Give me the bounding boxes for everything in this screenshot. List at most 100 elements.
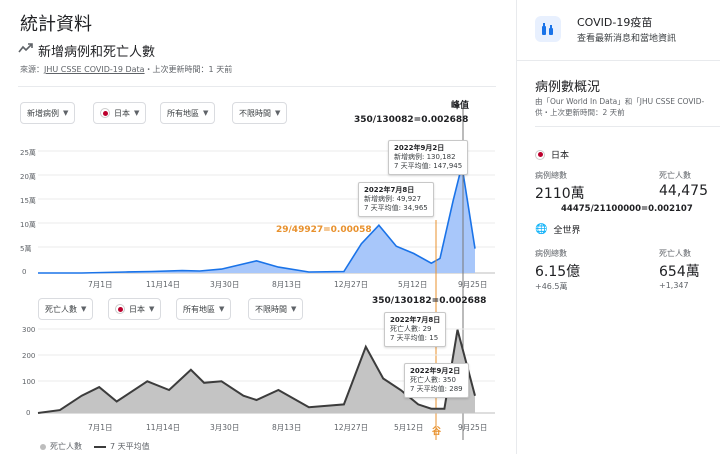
chip-label: 所有地區 [167, 108, 199, 118]
x-tick: 3月30日 [210, 280, 240, 289]
cases-chart [38, 108, 495, 440]
stat-label: 病例總數 [535, 249, 567, 258]
ratio-annotation-total: 44475/21100000=0.002107 [561, 204, 693, 214]
y-tick: 5萬 [20, 245, 32, 253]
dropdown-arrow-icon: ▼ [63, 109, 69, 117]
valley-label: 谷 [432, 427, 442, 437]
world-header[interactable]: 🌐 全世界 [535, 223, 580, 236]
tooltip-value: 死亡人數: 350 [410, 376, 456, 384]
y-tick: 25萬 [20, 149, 36, 157]
chip-label: 不限時間 [239, 108, 271, 118]
source-prefix: 來源： [20, 65, 44, 74]
tooltip-cases-peak: 2022年9月2日 新增病例: 130,182 7 天平均值: 147,945 [388, 140, 469, 175]
overview-title: 病例數概況 [535, 80, 601, 95]
tooltip-average: 7 天平均值: 34,965 [364, 204, 428, 212]
tooltip-date: 2022年9月2日 [410, 367, 461, 375]
source-link[interactable]: JHU CSSE COVID-19 Data [44, 65, 145, 74]
x-tick: 7月1日 [88, 280, 113, 289]
ratio-annotation-mid: 350/130182=0.002688 [372, 296, 487, 306]
region-dropdown[interactable]: 所有地區 ▼ [160, 102, 216, 124]
dropdown-arrow-icon: ▼ [134, 109, 140, 117]
world-cases-delta: +46.5萬 [535, 282, 568, 291]
x-tick: 11月14日 [146, 280, 181, 289]
japan-header[interactable]: 日本 [535, 148, 569, 161]
dropdown-arrow-icon: ▼ [219, 305, 225, 313]
x-tick: 9月25日 [458, 280, 488, 289]
chip-label: 新增病例 [27, 108, 59, 118]
chip-label: 日本 [129, 304, 145, 314]
country-dropdown[interactable]: 日本 ▼ [93, 102, 147, 124]
x-tick: 5月12日 [398, 280, 428, 289]
japan-deaths: 44,475 [659, 183, 708, 199]
y-tick: 300 [22, 326, 36, 334]
tooltip-date: 2022年9月2日 [394, 144, 445, 152]
stat-label: 死亡人數 [659, 249, 691, 258]
chip-label: 日本 [114, 108, 130, 118]
metric-dropdown[interactable]: 新增病例 ▼ [20, 102, 76, 124]
deaths-avg-line [37, 329, 476, 414]
world-deaths-delta: +1,347 [659, 281, 689, 290]
legend: 死亡人數 7 天平均值 [40, 441, 150, 452]
overview-source[interactable]: 由「Our World In Data」和「JHU CSSE COVID- [535, 97, 705, 106]
y-tick: 10萬 [20, 221, 36, 229]
legend-deaths: 死亡人數 [50, 442, 82, 451]
metric-dropdown-deaths[interactable]: 死亡人數 ▼ [38, 298, 94, 320]
y-tick: 0 [22, 268, 27, 276]
chip-label: 死亡人數 [45, 304, 77, 314]
deaths-chart [37, 328, 495, 414]
region-name: 全世界 [553, 226, 581, 236]
dropdown-arrow-icon: ▼ [81, 305, 87, 313]
tooltip-value: 新增病例: 49,927 [364, 195, 422, 203]
japan-flag-icon [100, 108, 110, 118]
vaccine-title[interactable]: COVID-19疫苗 [577, 16, 653, 29]
source-line: 來源：JHU CSSE COVID-19 Data・上次更新時間：1 天前 [20, 64, 232, 75]
tooltip-average: 7 天平均值: 289 [410, 385, 463, 393]
world-cases: 6.15億 [535, 264, 581, 280]
tooltip-date: 2022年7月8日 [390, 316, 441, 324]
region-name: 日本 [551, 151, 570, 161]
deaths-area [38, 329, 475, 413]
world-deaths: 654萬 [659, 264, 700, 280]
tooltip-deaths-sep: 2022年9月2日 死亡人數: 350 7 天平均值: 289 [404, 363, 469, 398]
tooltip-average: 7 天平均值: 147,945 [394, 162, 463, 170]
dropdown-arrow-icon: ▼ [275, 109, 281, 117]
cases-area [38, 165, 475, 273]
y-tick: 15萬 [20, 197, 36, 205]
dropdown-arrow-icon: ▼ [149, 305, 155, 313]
x-tick: 12月27日 [334, 423, 369, 432]
country-dropdown-deaths[interactable]: 日本 ▼ [108, 298, 162, 320]
chart-subtitle: 新增病例和死亡人數 [38, 45, 156, 60]
stat-label: 病例總數 [535, 171, 567, 180]
y-tick: 100 [22, 378, 36, 386]
y-tick: 0 [26, 409, 31, 417]
x-tick: 5月12日 [394, 423, 424, 432]
divider [18, 86, 496, 87]
x-tick: 12月27日 [334, 280, 369, 289]
cases-gridlines [38, 150, 495, 248]
tooltip-cases-jul: 2022年7月8日 新增病例: 49,927 7 天平均值: 34,965 [358, 182, 434, 217]
y-tick: 200 [22, 352, 36, 360]
divider [535, 126, 720, 127]
ratio-annotation-top: 350/130082=0.002688 [354, 115, 469, 125]
dropdown-arrow-icon: ▼ [203, 109, 209, 117]
japan-flag-icon [115, 304, 125, 314]
tooltip-value: 死亡人數: 29 [390, 325, 432, 333]
japan-flag-icon [535, 149, 545, 160]
region-dropdown-deaths[interactable]: 所有地區 ▼ [176, 298, 232, 320]
vaccine-icon [535, 16, 561, 42]
stat-label: 死亡人數 [659, 171, 691, 180]
overview-updated: 供・上次更新時間：2 天前 [535, 108, 625, 117]
x-tick: 8月13日 [272, 280, 302, 289]
y-tick: 20萬 [20, 173, 36, 181]
tooltip-deaths-jul: 2022年7月8日 死亡人數: 29 7 天平均值: 15 [384, 312, 447, 347]
ratio-annotation-jul: 29/49927=0.00058 [276, 225, 372, 235]
x-tick: 7月1日 [88, 423, 113, 432]
time-dropdown[interactable]: 不限時間 ▼ [232, 102, 288, 124]
time-dropdown-deaths[interactable]: 不限時間 ▼ [248, 298, 304, 320]
x-tick: 9月25日 [458, 423, 488, 432]
dropdown-arrow-icon: ▼ [291, 305, 297, 313]
page-title: 統計資料 [20, 14, 92, 35]
tooltip-average: 7 天平均值: 15 [390, 334, 439, 342]
divider [517, 60, 720, 61]
tooltip-value: 新增病例: 130,182 [394, 153, 456, 161]
